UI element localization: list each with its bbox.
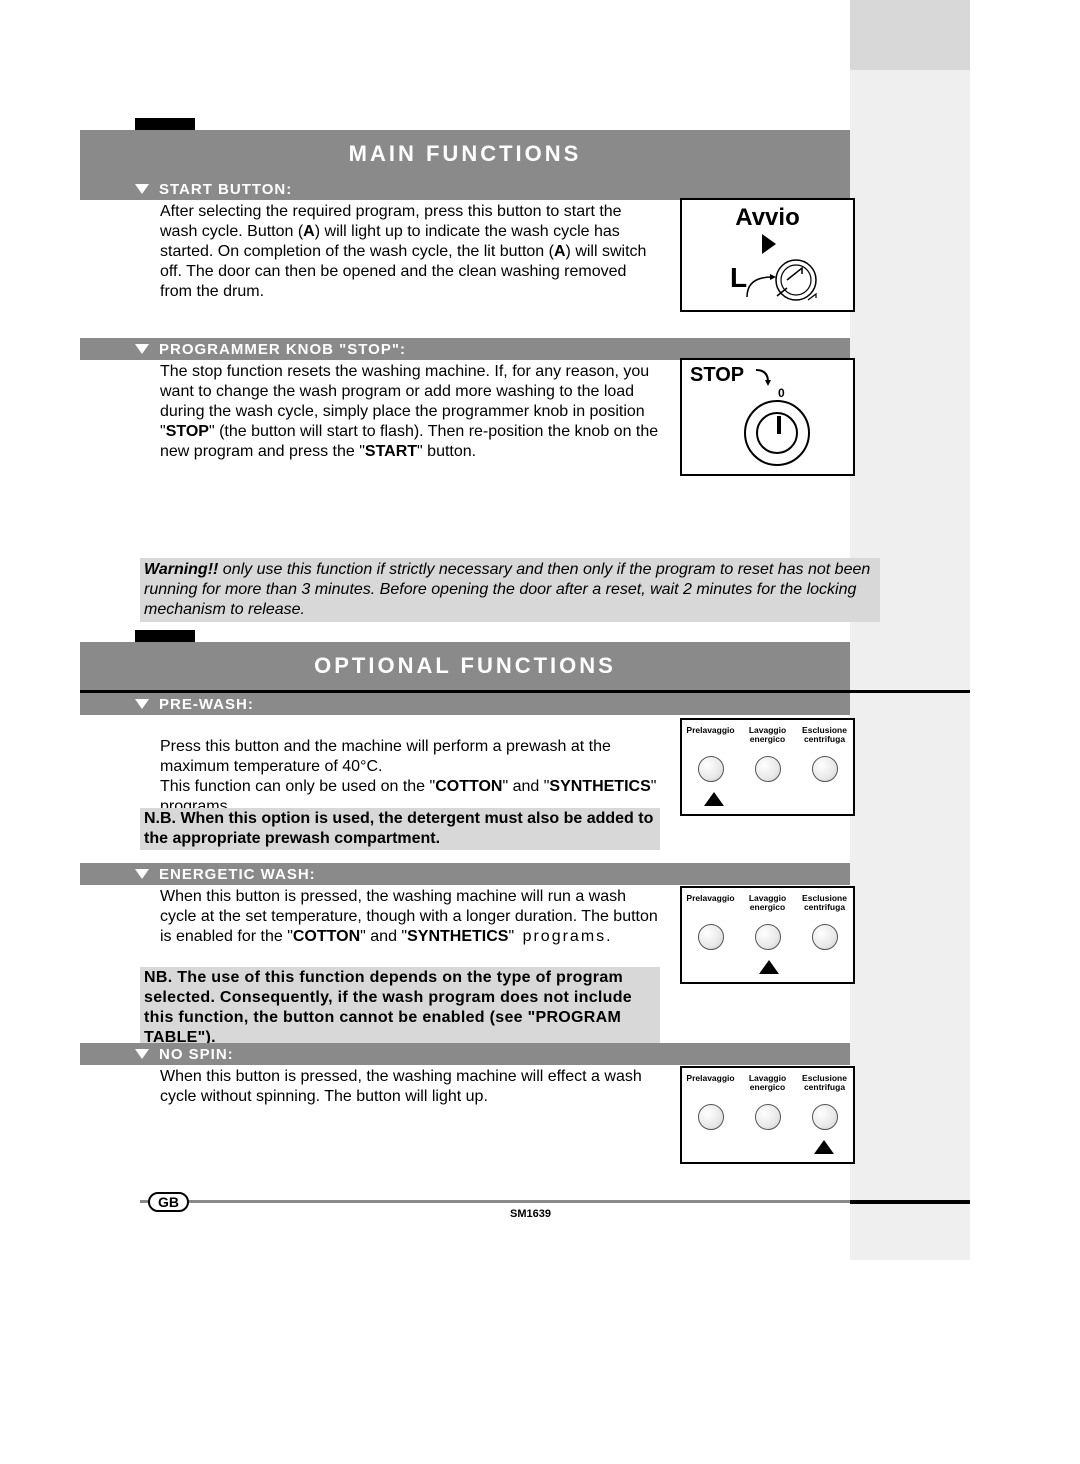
energetic-body: When this button is pressed, the washing… bbox=[160, 887, 660, 947]
footer-line-gray bbox=[140, 1200, 850, 1203]
chevron-down-icon bbox=[135, 869, 149, 879]
arrow-up-icon bbox=[814, 1140, 834, 1154]
optional-functions-title-bar: OPTIONAL FUNCTIONS bbox=[80, 642, 850, 690]
prewash-note: N.B. When this option is used, the deter… bbox=[140, 808, 660, 850]
prewash-header: PRE-WASH: bbox=[80, 693, 850, 715]
right-sidebar bbox=[850, 0, 970, 1260]
sidebar-top-block bbox=[850, 0, 970, 70]
button-circles-row bbox=[682, 756, 853, 782]
energetic-note: NB. The use of this function depends on … bbox=[140, 967, 660, 1049]
footer-line-black bbox=[850, 1200, 970, 1204]
stop-body: The stop function resets the washing mac… bbox=[160, 362, 660, 462]
stop-label: STOP bbox=[690, 364, 744, 387]
energetic-header: ENERGETIC WASH: bbox=[80, 863, 850, 885]
page: MAIN FUNCTIONS START BUTTON: After selec… bbox=[0, 0, 1080, 1464]
prewash-illustration: Prelavaggio Lavaggio energico Esclusione… bbox=[680, 718, 855, 816]
nospin-body: When this button is pressed, the washing… bbox=[160, 1067, 660, 1107]
button-circle bbox=[698, 924, 724, 950]
avvio-label: Avvio bbox=[682, 204, 853, 232]
esclusione-label: Esclusione centrifuga bbox=[800, 726, 850, 745]
stop-warning: Warning!! only use this function if stri… bbox=[140, 558, 880, 622]
button-circle bbox=[755, 924, 781, 950]
energetic-header-text: ENERGETIC WASH: bbox=[159, 866, 316, 883]
prelavaggio-label: Prelavaggio bbox=[686, 726, 736, 745]
lavaggio-label: Lavaggio energico bbox=[743, 894, 793, 913]
button-circles-row bbox=[682, 924, 853, 950]
esclusione-label: Esclusione centrifuga bbox=[800, 894, 850, 913]
button-labels-row: Prelavaggio Lavaggio energico Esclusione… bbox=[682, 1074, 853, 1093]
esclusione-label: Esclusione centrifuga bbox=[800, 1074, 850, 1093]
nospin-illustration: Prelavaggio Lavaggio energico Esclusione… bbox=[680, 1066, 855, 1164]
prewash-header-text: PRE-WASH: bbox=[159, 696, 254, 713]
button-circle bbox=[755, 756, 781, 782]
button-circle bbox=[755, 1104, 781, 1130]
button-labels-row: Prelavaggio Lavaggio energico Esclusione… bbox=[682, 726, 853, 745]
footer-code: SM1639 bbox=[510, 1208, 551, 1220]
stop-zero: 0 bbox=[778, 386, 785, 400]
optional-functions-title: OPTIONAL FUNCTIONS bbox=[314, 653, 616, 679]
play-icon bbox=[762, 234, 776, 254]
stop-header-text: PROGRAMMER KNOB "STOP": bbox=[159, 341, 406, 358]
button-circle bbox=[812, 756, 838, 782]
button-labels-row: Prelavaggio Lavaggio energico Esclusione… bbox=[682, 894, 853, 913]
main-functions-title: MAIN FUNCTIONS bbox=[349, 141, 582, 167]
energetic-illustration: Prelavaggio Lavaggio energico Esclusione… bbox=[680, 886, 855, 984]
chevron-down-icon bbox=[135, 1049, 149, 1059]
nospin-header-text: NO SPIN: bbox=[159, 1046, 234, 1063]
button-circle bbox=[698, 1104, 724, 1130]
gb-badge: GB bbox=[148, 1192, 189, 1212]
arrow-up-icon bbox=[759, 960, 779, 974]
nospin-header: NO SPIN: bbox=[80, 1043, 850, 1065]
start-button-header-text: START BUTTON: bbox=[159, 181, 292, 198]
stop-curve-icon bbox=[752, 366, 776, 388]
stop-illustration: STOP 0 bbox=[680, 358, 855, 476]
button-circle bbox=[698, 756, 724, 782]
chevron-down-icon bbox=[135, 344, 149, 354]
avvio-arrow-icon bbox=[742, 272, 782, 302]
knob-outer bbox=[744, 400, 810, 466]
chevron-down-icon bbox=[135, 699, 149, 709]
avvio-illustration: Avvio L bbox=[680, 198, 855, 312]
prelavaggio-label: Prelavaggio bbox=[686, 894, 736, 913]
lavaggio-label: Lavaggio energico bbox=[743, 1074, 793, 1093]
prewash-body: Press this button and the machine will p… bbox=[160, 717, 660, 817]
arrow-up-icon bbox=[704, 792, 724, 806]
prelavaggio-label: Prelavaggio bbox=[686, 1074, 736, 1093]
main-functions-title-bar: MAIN FUNCTIONS bbox=[80, 130, 850, 178]
knob-indicator bbox=[777, 416, 781, 434]
start-button-body: After selecting the required program, pr… bbox=[160, 202, 660, 302]
chevron-down-icon bbox=[135, 184, 149, 194]
start-button-header: START BUTTON: bbox=[80, 178, 850, 200]
stop-header: PROGRAMMER KNOB "STOP": bbox=[80, 338, 850, 360]
button-circle bbox=[812, 924, 838, 950]
lavaggio-label: Lavaggio energico bbox=[743, 726, 793, 745]
button-circles-row bbox=[682, 1104, 853, 1130]
knob-inner bbox=[756, 412, 798, 454]
button-circle bbox=[812, 1104, 838, 1130]
